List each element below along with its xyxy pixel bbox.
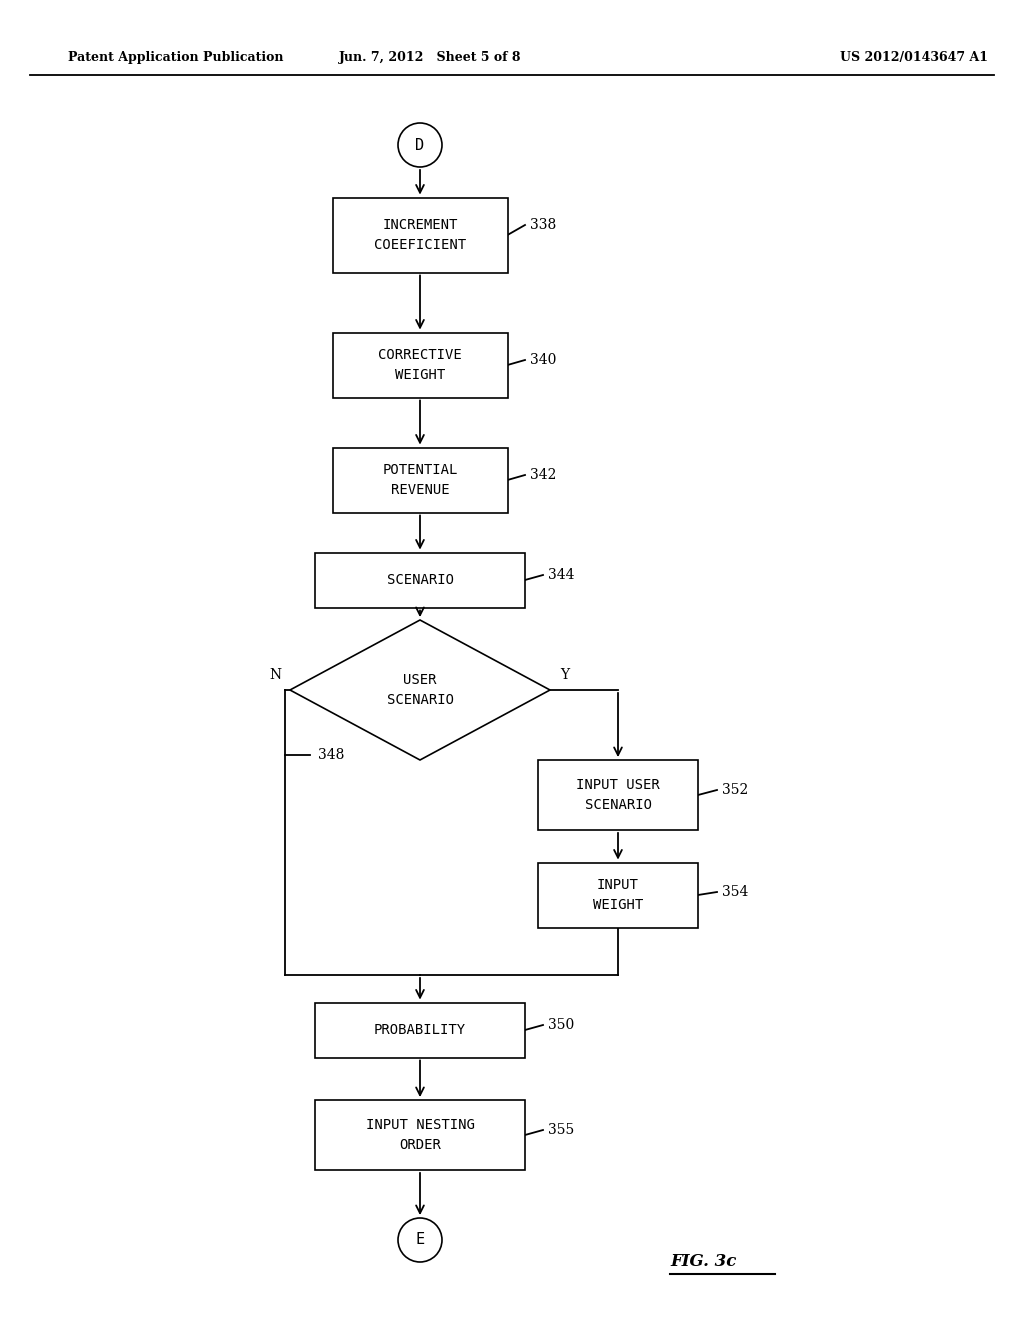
- Text: Y: Y: [560, 668, 569, 682]
- Text: E: E: [416, 1233, 425, 1247]
- Text: 355: 355: [548, 1123, 574, 1137]
- Bar: [538, 862, 698, 928]
- Text: US 2012/0143647 A1: US 2012/0143647 A1: [840, 50, 988, 63]
- Text: INCREMENT
COEEFICIENT: INCREMENT COEEFICIENT: [374, 218, 466, 252]
- Bar: [315, 1100, 525, 1170]
- Text: N: N: [269, 668, 281, 682]
- Bar: [315, 1002, 525, 1057]
- Text: INPUT NESTING
ORDER: INPUT NESTING ORDER: [366, 1118, 474, 1152]
- Text: 350: 350: [548, 1018, 574, 1032]
- Bar: [333, 333, 508, 397]
- Text: 342: 342: [530, 469, 556, 482]
- Text: CORRECTIVE
WEIGHT: CORRECTIVE WEIGHT: [378, 348, 462, 381]
- Text: PROBABILITY: PROBABILITY: [374, 1023, 466, 1038]
- Text: 352: 352: [722, 783, 749, 797]
- Bar: [538, 760, 698, 830]
- Text: Jun. 7, 2012   Sheet 5 of 8: Jun. 7, 2012 Sheet 5 of 8: [339, 50, 521, 63]
- Text: Patent Application Publication: Patent Application Publication: [68, 50, 284, 63]
- Text: FIG. 3c: FIG. 3c: [670, 1253, 736, 1270]
- Text: 340: 340: [530, 352, 556, 367]
- Polygon shape: [290, 620, 550, 760]
- Text: D: D: [416, 137, 425, 153]
- Text: 344: 344: [548, 568, 574, 582]
- Text: SCENARIO: SCENARIO: [386, 573, 454, 587]
- Text: INPUT
WEIGHT: INPUT WEIGHT: [593, 878, 643, 912]
- Bar: [333, 198, 508, 272]
- Circle shape: [398, 1218, 442, 1262]
- Bar: [315, 553, 525, 607]
- Circle shape: [398, 123, 442, 168]
- Bar: [333, 447, 508, 512]
- Text: POTENTIAL
REVENUE: POTENTIAL REVENUE: [382, 463, 458, 496]
- Text: USER
SCENARIO: USER SCENARIO: [386, 673, 454, 706]
- Text: 348: 348: [318, 748, 344, 762]
- Text: 338: 338: [530, 218, 556, 232]
- Text: 354: 354: [722, 884, 749, 899]
- Text: INPUT USER
SCENARIO: INPUT USER SCENARIO: [577, 779, 659, 812]
